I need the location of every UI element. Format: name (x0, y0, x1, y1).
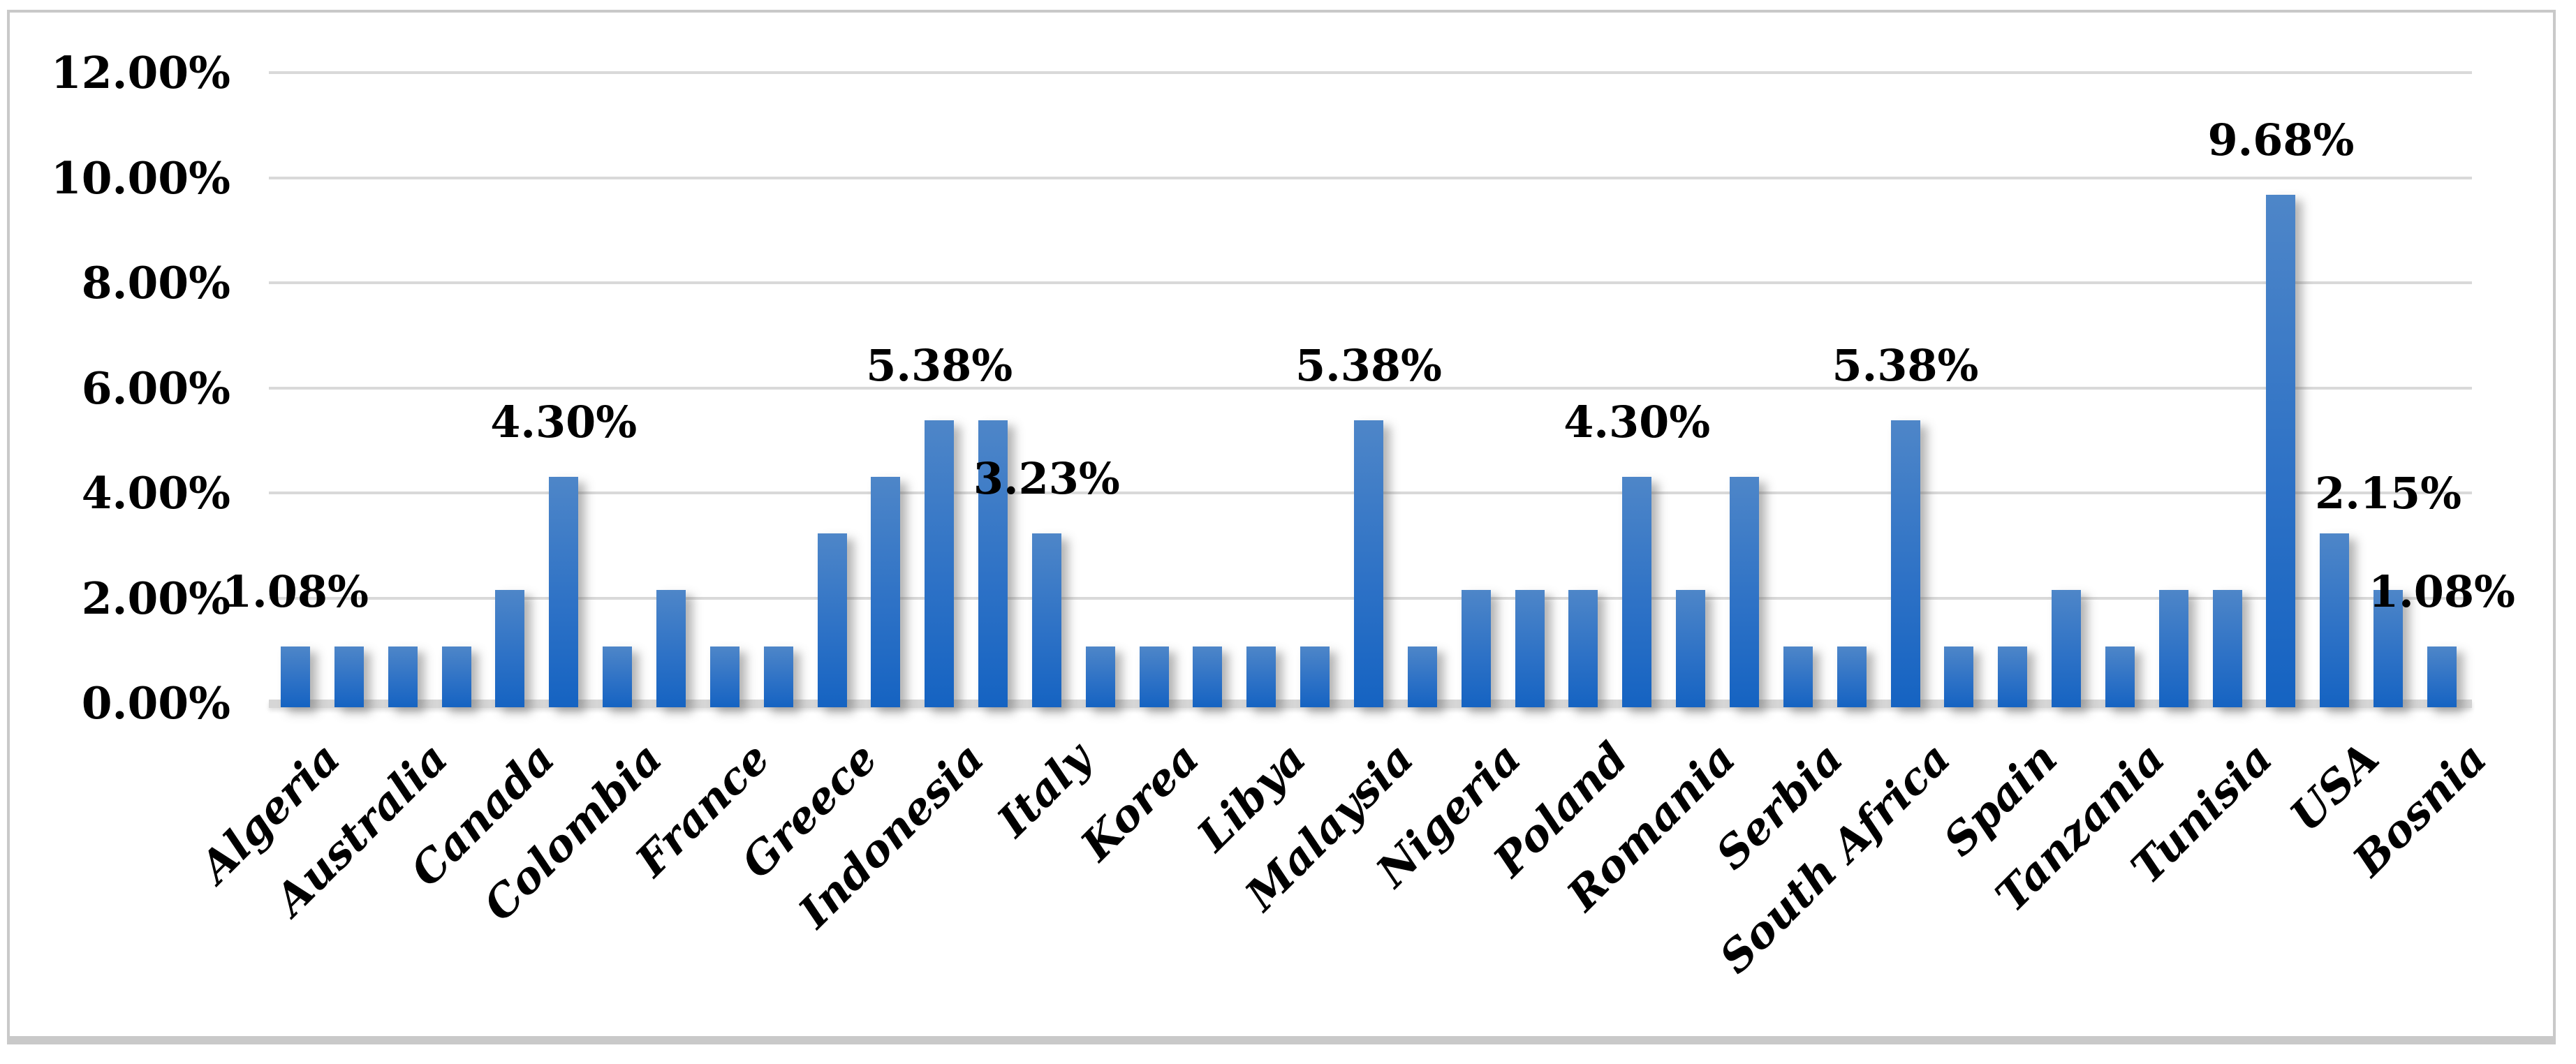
data-label: 5.38% (1832, 340, 1979, 392)
y-axis-tick-label: 8.00% (81, 257, 230, 309)
bar (2212, 590, 2242, 707)
bar (1622, 477, 1652, 707)
bar (2320, 533, 2350, 707)
bar (495, 590, 525, 707)
bar (1729, 477, 1759, 707)
bar (1085, 646, 1115, 707)
bar (1944, 646, 1974, 707)
bar (1461, 590, 1491, 707)
bar (1837, 646, 1867, 707)
bar (603, 646, 633, 707)
bar (281, 646, 310, 707)
bar (656, 590, 686, 707)
bar (1193, 646, 1223, 707)
gridline (269, 176, 2472, 179)
y-axis-tick-label: 10.00% (50, 152, 230, 204)
bar (549, 477, 579, 707)
data-label: 5.38% (1295, 340, 1442, 392)
y-axis-tick-label: 4.00% (81, 467, 230, 519)
bar (1139, 646, 1169, 707)
bar (334, 646, 364, 707)
y-axis-tick-label: 12.00% (50, 47, 230, 98)
data-label: 5.38% (866, 340, 1013, 392)
data-label: 3.23% (973, 452, 1120, 504)
bar (1300, 646, 1330, 707)
bar (1783, 646, 1813, 707)
bar (2373, 590, 2404, 707)
bar (709, 646, 739, 707)
gridline (269, 71, 2472, 74)
data-label: 1.08% (222, 566, 369, 617)
bar (1998, 646, 2028, 707)
gridline (269, 386, 2472, 390)
bar (925, 420, 955, 707)
bar (2052, 590, 2082, 707)
bar (978, 420, 1008, 707)
bar (1354, 420, 1383, 707)
bar (1031, 533, 1061, 707)
bar (1246, 646, 1276, 707)
chart-border (7, 10, 2556, 1044)
bar (2266, 194, 2296, 707)
bar (2427, 646, 2457, 707)
data-label: 2.15% (2315, 468, 2462, 519)
bar (1676, 590, 1706, 707)
data-label: 4.30% (490, 397, 638, 448)
bar (817, 533, 847, 707)
y-axis-tick-label: 0.00% (81, 677, 230, 729)
bar (763, 646, 793, 707)
bar (1568, 590, 1598, 707)
bar (441, 646, 471, 707)
bar (1407, 646, 1437, 707)
data-label: 9.68% (2207, 114, 2355, 165)
bar (2105, 646, 2135, 707)
data-label: 4.30% (1563, 397, 1711, 448)
bar (1890, 420, 1920, 707)
gridline (269, 281, 2472, 284)
bar (2158, 590, 2188, 707)
bar (388, 646, 418, 707)
bar (871, 477, 901, 707)
y-axis-tick-label: 6.00% (81, 362, 230, 414)
y-axis-tick-label: 2.00% (81, 572, 230, 624)
bar (1515, 590, 1545, 707)
data-label: 1.08% (2369, 566, 2515, 617)
